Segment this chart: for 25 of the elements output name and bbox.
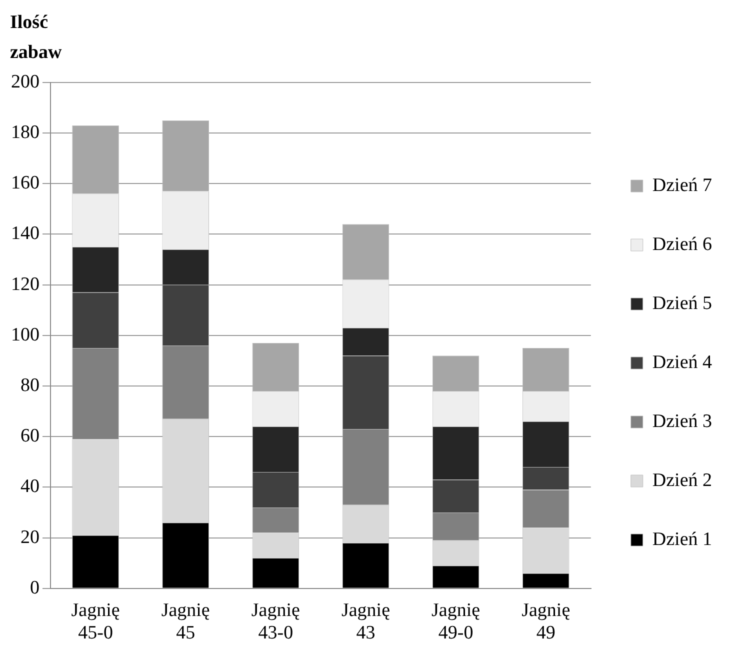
x-tick-label: Jagnię 45-0: [71, 600, 120, 644]
legend-label: Dzień 6: [652, 234, 712, 255]
x-tick-label: Jagnię 43: [341, 600, 390, 644]
legend-label: Dzień 4: [652, 352, 712, 373]
y-tick-label: 100: [11, 324, 40, 346]
y-tick-label: 80: [20, 374, 40, 396]
y-axis-title: Ilość zabaw: [10, 11, 63, 65]
y-tick-label: 180: [11, 122, 40, 143]
legend-label: Dzień 5: [652, 292, 712, 314]
legend-label: Dzień 3: [652, 410, 712, 432]
x-tick-label: Jagnię 43-0: [251, 600, 300, 644]
y-tick-label: 200: [11, 71, 40, 92]
y-tick-label: 60: [20, 426, 40, 447]
x-tick-label: Jagnię 49: [522, 600, 570, 644]
y-tick-label: 0: [30, 577, 40, 598]
legend-label: Dzień 2: [652, 470, 712, 491]
legend-label: Dzień 1: [652, 528, 712, 550]
y-tick-label: 160: [11, 172, 40, 194]
y-tick-label: 40: [20, 476, 40, 498]
x-tick-label: Jagnię 45: [161, 600, 210, 644]
legend-label: Dzień 7: [652, 174, 712, 196]
y-tick-label: 20: [20, 526, 40, 548]
x-tick-label: Jagnię 49-0: [432, 600, 480, 644]
y-tick-label: 120: [11, 274, 40, 295]
y-tick-label: 140: [11, 223, 40, 244]
